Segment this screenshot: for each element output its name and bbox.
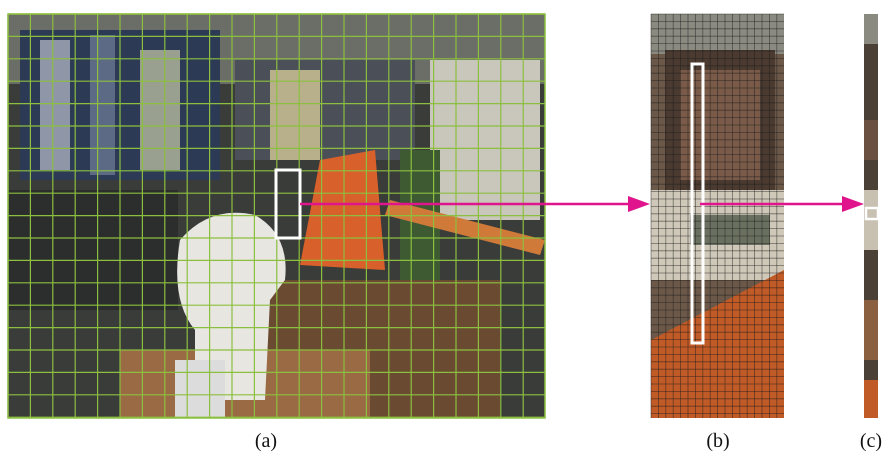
- panel-label: (c): [860, 430, 882, 452]
- panel-label: (a): [255, 430, 277, 452]
- arrow-head: [842, 196, 864, 212]
- panel-label: (b): [706, 430, 729, 452]
- page: (a) (b) (c) (() => { const data = JSON.p…: [0, 0, 889, 460]
- arrow-head: [628, 196, 650, 212]
- figure: (a) (b) (c): [0, 0, 889, 460]
